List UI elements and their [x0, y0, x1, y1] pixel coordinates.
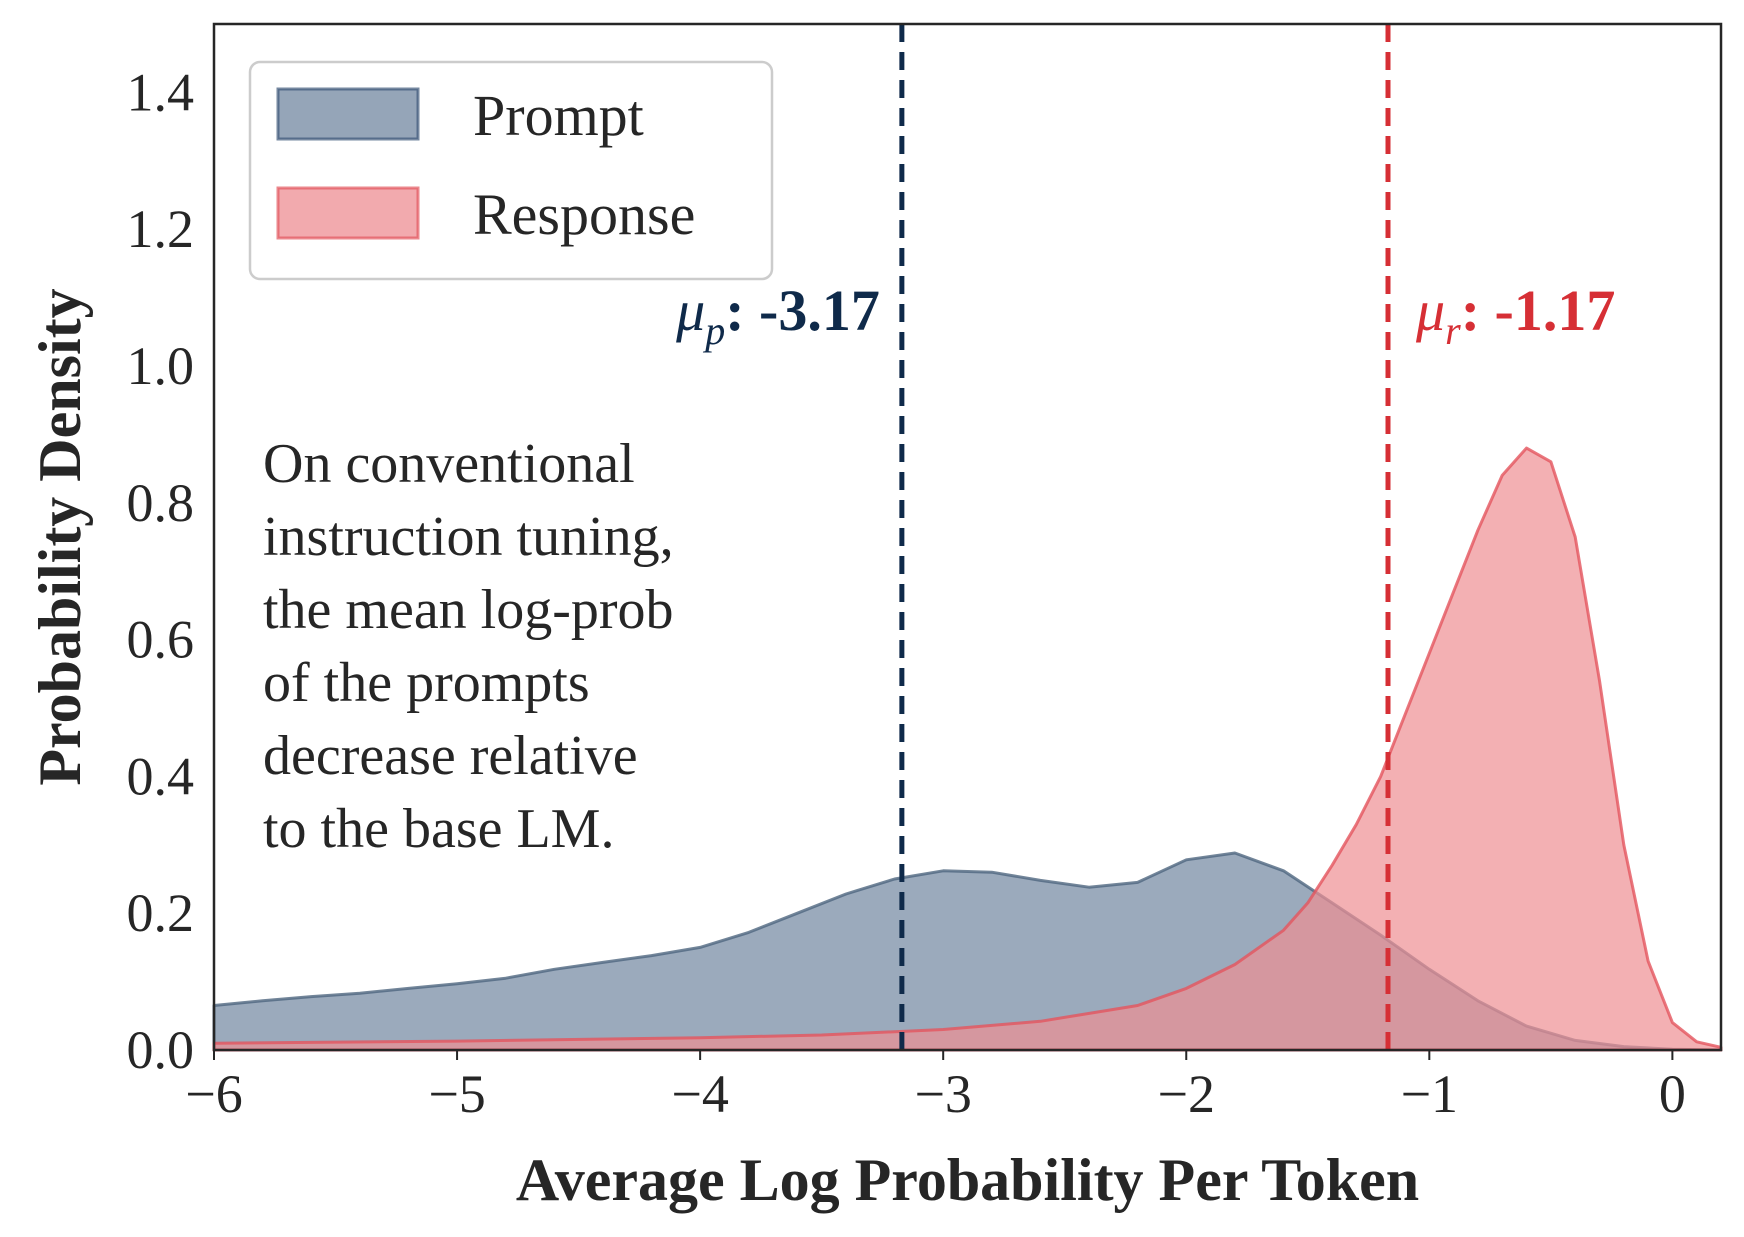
- prompt-mean-value: : -3.17: [725, 278, 880, 343]
- annotation-line: decrease relative: [263, 725, 638, 787]
- response-mean-symbol: μ: [1415, 278, 1445, 343]
- legend-swatch-response: [276, 186, 420, 240]
- legend-label-prompt: Prompt: [473, 83, 644, 148]
- prompt-mean-subscript: p: [702, 308, 725, 353]
- annotation-line: On conventional: [263, 433, 635, 495]
- annotation-line: of the prompts: [263, 652, 590, 714]
- y-tick-label: 0.4: [127, 746, 195, 806]
- y-tick-label: 1.2: [127, 199, 195, 259]
- y-axis-label: Probability Density: [27, 288, 93, 785]
- x-axis-ticks: −6 −5 −4 −3 −2 −1 0: [185, 1050, 1686, 1124]
- y-tick-label: 0.0: [127, 1020, 195, 1080]
- x-tick-label: −2: [1158, 1064, 1215, 1124]
- response-mean-label: μr: -1.17: [1415, 278, 1615, 353]
- y-axis-ticks: 0.0 0.2 0.4 0.6 0.8 1.0 1.2 1.4: [127, 62, 195, 1080]
- prompt-mean-label: μp: -3.17: [675, 278, 880, 353]
- response-mean-value: : -1.17: [1461, 278, 1616, 343]
- annotation-line: instruction tuning,: [263, 506, 674, 568]
- response-density-area: [212, 446, 1723, 1052]
- density-areas: [212, 446, 1723, 1052]
- legend-label-response: Response: [473, 182, 695, 247]
- x-tick-label: −5: [428, 1064, 485, 1124]
- mean-lines: [899, 24, 1391, 1050]
- legend: Prompt Response: [248, 60, 774, 281]
- x-axis-label: Average Log Probability Per Token: [516, 1147, 1419, 1213]
- plot-frame: [212, 22, 1723, 1052]
- annotation-line: to the base LM.: [263, 798, 614, 860]
- prompt-mean-symbol: μ: [675, 278, 705, 343]
- y-tick-label: 0.8: [127, 473, 195, 533]
- annotation-line: the mean log-prob: [263, 579, 674, 641]
- y-tick-label: 0.2: [127, 883, 195, 943]
- x-tick-label: −4: [671, 1064, 728, 1124]
- x-tick-label: −3: [914, 1064, 971, 1124]
- response-mean-subscript: r: [1445, 308, 1461, 353]
- x-tick-label: −1: [1401, 1064, 1458, 1124]
- y-tick-label: 1.4: [127, 62, 195, 122]
- annotation-text: On conventional instruction tuning, the …: [263, 433, 688, 860]
- x-tick-label: 0: [1659, 1064, 1686, 1124]
- x-tick-label: −6: [185, 1064, 242, 1124]
- y-tick-label: 1.0: [127, 336, 195, 396]
- y-tick-label: 0.6: [127, 610, 195, 670]
- legend-swatch-prompt: [276, 87, 420, 141]
